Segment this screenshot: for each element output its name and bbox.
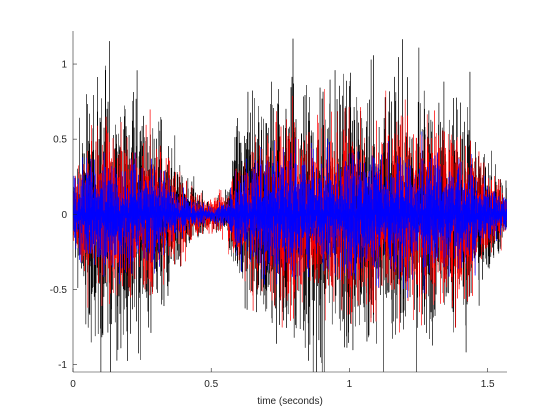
x-tick-label: 0.5 [204,379,218,390]
axes: 0 0.5 1 1.5 -1 -0.5 0 0.5 1 [50,31,507,390]
x-tick-label: 0 [70,379,76,390]
waveform-blue [73,131,507,298]
y-tick-label: 0 [61,210,67,221]
x-axis-label: time (seconds) [257,396,323,407]
plot-area [73,38,507,372]
y-tick-label: 1 [61,60,67,71]
y-tick-label: -1 [58,360,67,371]
x-tick-label: 1.5 [481,379,495,390]
x-tick-label: 1 [347,379,353,390]
y-tick-label: -0.5 [50,285,68,296]
y-tick-label: 0.5 [53,135,67,146]
